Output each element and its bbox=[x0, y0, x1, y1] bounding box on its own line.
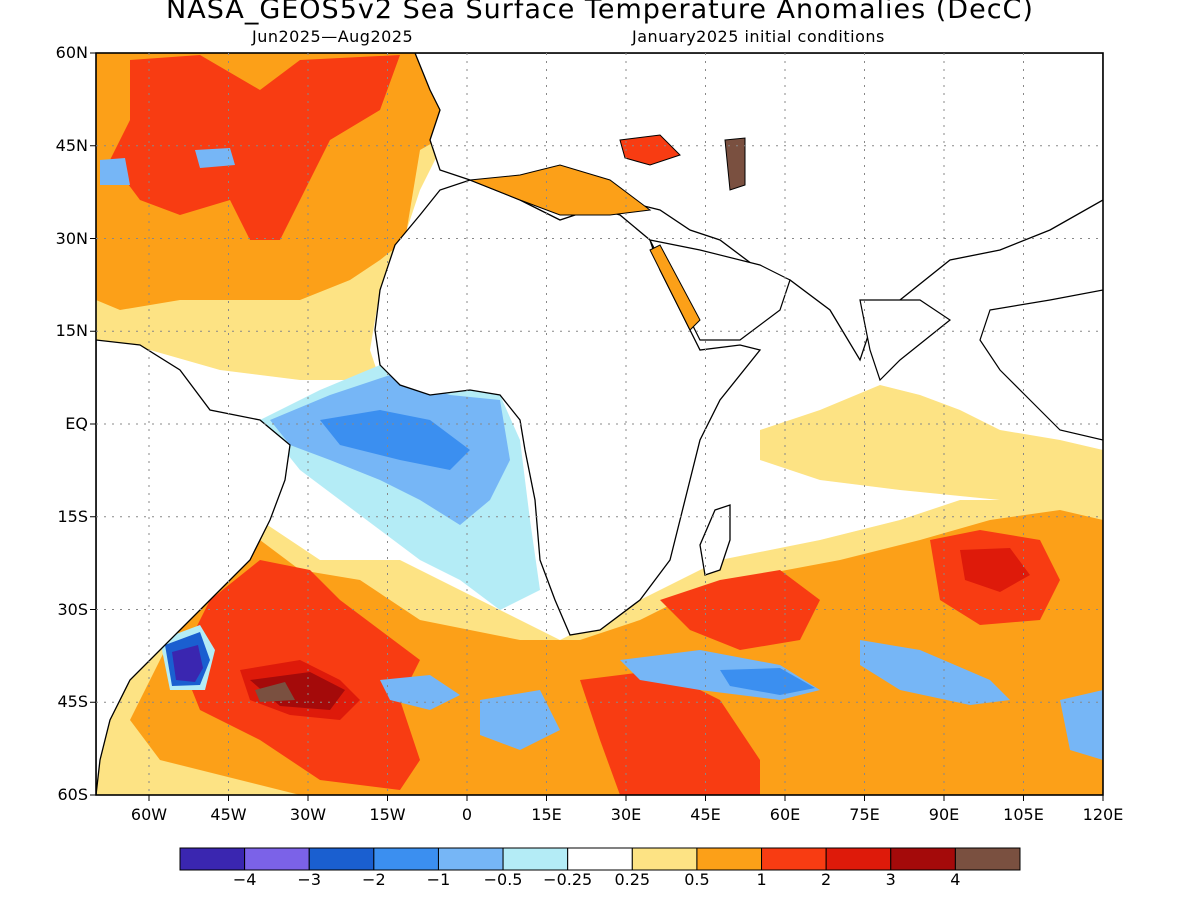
initial-conditions: January2025 initial conditions bbox=[632, 27, 885, 46]
colorbar-label: 0.5 bbox=[684, 870, 710, 889]
southern-ocean-cool-5 bbox=[1060, 690, 1103, 760]
caspian-sea bbox=[724, 137, 746, 191]
lon-label: 45E bbox=[690, 805, 721, 824]
lat-label: 15S bbox=[57, 506, 88, 526]
forecast-period: Jun2025—Aug2025 bbox=[252, 27, 414, 46]
map-title: NASA_GEOS5v2 Sea Surface Temperature Ano… bbox=[166, 0, 1034, 25]
colorbar-label: 1 bbox=[756, 870, 767, 889]
lon-label: 120E bbox=[1082, 805, 1124, 824]
brazil-coast-indigo bbox=[172, 645, 203, 682]
colorbar-swatch bbox=[179, 847, 246, 871]
colorbar-label: −2 bbox=[362, 870, 386, 889]
southern-ocean-cool-3 bbox=[380, 675, 460, 710]
lat-label: 30S bbox=[57, 599, 88, 619]
europe-landmass bbox=[414, 53, 1103, 362]
southern-ocean-cool-4 bbox=[480, 690, 560, 750]
south-indian-red-3 bbox=[580, 670, 760, 795]
colorbar-swatch bbox=[437, 847, 504, 871]
lon-label: 75E bbox=[849, 805, 880, 824]
colorbar-swatch bbox=[631, 847, 698, 871]
colorbar-label: 0.25 bbox=[614, 870, 651, 889]
black-sea bbox=[619, 134, 681, 166]
colorbar-label: −0.25 bbox=[543, 870, 593, 889]
lat-label: 30N bbox=[55, 228, 88, 248]
colorbar bbox=[179, 847, 1021, 871]
southeast-asia-landmass bbox=[979, 289, 1103, 441]
lat-label: 45N bbox=[55, 135, 88, 155]
india-landmass bbox=[859, 299, 952, 382]
madagascar-landmass bbox=[699, 504, 731, 576]
colorbar-label: 3 bbox=[885, 870, 896, 889]
southern-ocean-cool-2 bbox=[860, 640, 1010, 705]
lat-label: 60S bbox=[57, 785, 88, 804]
colorbar-swatch bbox=[244, 847, 310, 871]
north-atlantic-cool-patch bbox=[100, 158, 130, 185]
colorbar-label: −4 bbox=[232, 870, 257, 889]
colorbar-swatch bbox=[890, 847, 956, 871]
south-america-landmass bbox=[96, 339, 291, 795]
red-sea bbox=[649, 244, 701, 331]
colorbar-swatch bbox=[373, 847, 439, 871]
colorbar-label: 2 bbox=[821, 870, 832, 889]
south-indian-red bbox=[660, 570, 820, 650]
lon-label: 30W bbox=[289, 805, 327, 824]
south-indian-darkred bbox=[960, 548, 1030, 592]
lon-label: 90E bbox=[928, 805, 960, 824]
southern-ocean-blue-1 bbox=[720, 668, 815, 695]
colorbar-label: −0.5 bbox=[483, 870, 523, 889]
lat-label: 45S bbox=[57, 692, 88, 712]
lat-label: EQ bbox=[65, 414, 88, 433]
north-atlantic-red bbox=[110, 55, 400, 240]
lon-label: 15E bbox=[531, 805, 562, 824]
equatorial-atlantic-blue bbox=[320, 410, 470, 470]
lon-label: 105E bbox=[1003, 805, 1044, 824]
indian-equatorial-yellow bbox=[760, 385, 1103, 500]
colorbar-swatch bbox=[502, 847, 569, 871]
mediterranean-sea bbox=[469, 164, 652, 216]
lat-label: 15N bbox=[55, 321, 88, 341]
colorbar-swatch bbox=[696, 847, 763, 871]
lon-label: 15W bbox=[369, 805, 406, 824]
colorbar-label: −1 bbox=[426, 870, 451, 889]
lon-label: 30E bbox=[610, 805, 642, 824]
colorbar-swatch bbox=[308, 847, 375, 871]
colorbar-swatch bbox=[954, 847, 1021, 871]
colorbar-swatch bbox=[567, 847, 633, 871]
south-atlantic-brown bbox=[255, 682, 295, 702]
colorbar-swatch bbox=[761, 847, 827, 871]
colorbar-label: −3 bbox=[297, 870, 322, 889]
colorbar-swatch bbox=[825, 847, 892, 871]
colorbar-label: 4 bbox=[950, 870, 961, 889]
tick-marks bbox=[90, 52, 1104, 801]
north-atlantic-cool-patch-2 bbox=[195, 148, 235, 168]
lon-label: 45W bbox=[210, 805, 247, 824]
lat-label: 60N bbox=[55, 43, 88, 62]
lon-label: 0 bbox=[461, 805, 473, 824]
lon-label: 60W bbox=[130, 805, 168, 824]
lon-label: 60E bbox=[769, 805, 801, 824]
